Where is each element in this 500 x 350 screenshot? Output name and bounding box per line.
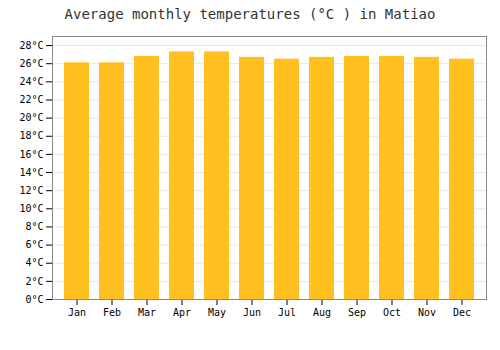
svg-text:May: May	[208, 307, 226, 318]
svg-text:Mar: Mar	[138, 307, 156, 318]
svg-text:6°C: 6°C	[25, 239, 43, 250]
svg-text:14°C: 14°C	[19, 167, 43, 178]
svg-text:8°C: 8°C	[25, 221, 43, 232]
svg-text:24°C: 24°C	[19, 76, 43, 87]
svg-text:2°C: 2°C	[25, 276, 43, 287]
svg-text:Jun: Jun	[243, 307, 261, 318]
svg-text:22°C: 22°C	[19, 94, 43, 105]
svg-text:Sep: Sep	[348, 307, 366, 318]
svg-text:Nov: Nov	[418, 307, 436, 318]
svg-text:Jul: Jul	[278, 307, 296, 318]
svg-text:Aug: Aug	[313, 307, 331, 318]
svg-text:4°C: 4°C	[25, 257, 43, 268]
svg-text:Apr: Apr	[173, 307, 191, 318]
svg-text:Jan: Jan	[68, 307, 86, 318]
svg-text:18°C: 18°C	[19, 130, 43, 141]
svg-text:12°C: 12°C	[19, 185, 43, 196]
svg-text:10°C: 10°C	[19, 203, 43, 214]
svg-text:26°C: 26°C	[19, 58, 43, 69]
svg-text:Dec: Dec	[453, 307, 471, 318]
svg-text:Oct: Oct	[383, 307, 401, 318]
svg-text:16°C: 16°C	[19, 149, 43, 160]
svg-text:28°C: 28°C	[19, 40, 43, 51]
html-text:Average monthly temperatures (: Average monthly temperatures (°C ) in Ma…	[64, 6, 436, 22]
svg-text:0°C: 0°C	[25, 294, 43, 305]
svg-text:Feb: Feb	[103, 307, 121, 318]
svg-text:20°C: 20°C	[19, 112, 43, 123]
